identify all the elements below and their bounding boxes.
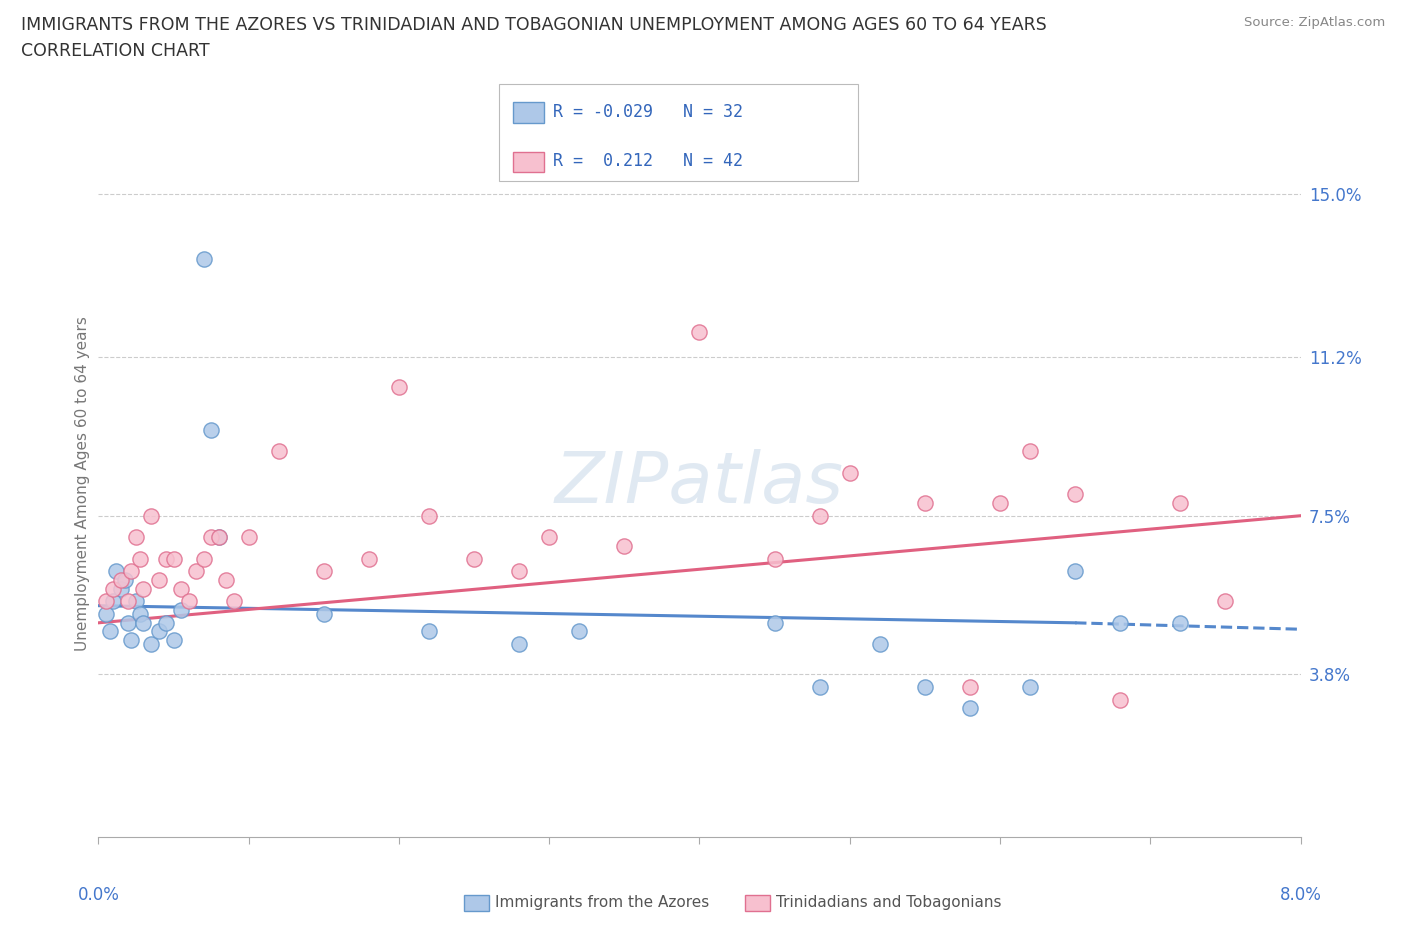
Point — [508, 564, 530, 578]
Point — [838, 465, 860, 480]
Point — [312, 564, 335, 578]
Point — [193, 551, 215, 566]
Point — [110, 573, 132, 588]
Point — [1109, 693, 1132, 708]
Point — [177, 594, 200, 609]
Point — [105, 564, 128, 578]
Point — [267, 444, 290, 458]
Text: CORRELATION CHART: CORRELATION CHART — [21, 42, 209, 60]
Point — [208, 530, 231, 545]
Point — [568, 624, 591, 639]
Point — [170, 603, 193, 618]
Point — [1215, 594, 1237, 609]
Point — [129, 606, 152, 621]
Point — [388, 379, 411, 394]
Point — [508, 637, 530, 652]
Point — [155, 551, 177, 566]
Point — [193, 251, 215, 266]
Point — [94, 594, 117, 609]
Point — [312, 606, 335, 621]
Point — [418, 509, 440, 524]
Point — [988, 496, 1011, 511]
Point — [959, 701, 981, 716]
Point — [538, 530, 561, 545]
Point — [914, 680, 936, 695]
Point — [103, 581, 125, 596]
Point — [689, 324, 711, 339]
Point — [222, 594, 245, 609]
Point — [103, 594, 125, 609]
Point — [110, 581, 132, 596]
Text: Immigrants from the Azores: Immigrants from the Azores — [495, 895, 709, 910]
Point — [1170, 496, 1192, 511]
Text: Source: ZipAtlas.com: Source: ZipAtlas.com — [1244, 16, 1385, 29]
Point — [162, 632, 184, 647]
Point — [148, 573, 170, 588]
Point — [613, 538, 636, 553]
Point — [139, 509, 162, 524]
Point — [1109, 616, 1132, 631]
Point — [808, 680, 831, 695]
Point — [100, 624, 122, 639]
Point — [808, 509, 831, 524]
Point — [155, 616, 177, 631]
Point — [763, 616, 786, 631]
Point — [139, 637, 162, 652]
Point — [208, 530, 231, 545]
Point — [463, 551, 485, 566]
Point — [162, 551, 184, 566]
Point — [125, 530, 148, 545]
Point — [1064, 564, 1087, 578]
Point — [914, 496, 936, 511]
Point — [869, 637, 891, 652]
Point — [1019, 680, 1042, 695]
Point — [200, 530, 222, 545]
Point — [170, 581, 193, 596]
Point — [1019, 444, 1042, 458]
Point — [132, 616, 155, 631]
Point — [125, 594, 148, 609]
Point — [117, 594, 139, 609]
Point — [117, 616, 139, 631]
Point — [148, 624, 170, 639]
Text: IMMIGRANTS FROM THE AZORES VS TRINIDADIAN AND TOBAGONIAN UNEMPLOYMENT AMONG AGES: IMMIGRANTS FROM THE AZORES VS TRINIDADIA… — [21, 16, 1047, 33]
Text: ZIPatlas: ZIPatlas — [555, 449, 844, 518]
Point — [959, 680, 981, 695]
Point — [1064, 487, 1087, 502]
Text: 0.0%: 0.0% — [77, 886, 120, 905]
Point — [121, 632, 143, 647]
Point — [184, 564, 207, 578]
Point — [1170, 616, 1192, 631]
Point — [94, 606, 117, 621]
Point — [132, 581, 155, 596]
Point — [129, 551, 152, 566]
Point — [418, 624, 440, 639]
Text: R = -0.029   N = 32: R = -0.029 N = 32 — [553, 102, 742, 121]
Point — [238, 530, 260, 545]
Text: 8.0%: 8.0% — [1279, 886, 1322, 905]
Point — [114, 573, 136, 588]
Point — [121, 564, 143, 578]
Point — [200, 422, 222, 437]
Point — [215, 573, 238, 588]
Text: Trinidadians and Tobagonians: Trinidadians and Tobagonians — [776, 895, 1001, 910]
Point — [357, 551, 380, 566]
Text: R =  0.212   N = 42: R = 0.212 N = 42 — [553, 152, 742, 170]
Y-axis label: Unemployment Among Ages 60 to 64 years: Unemployment Among Ages 60 to 64 years — [75, 316, 90, 651]
Point — [763, 551, 786, 566]
